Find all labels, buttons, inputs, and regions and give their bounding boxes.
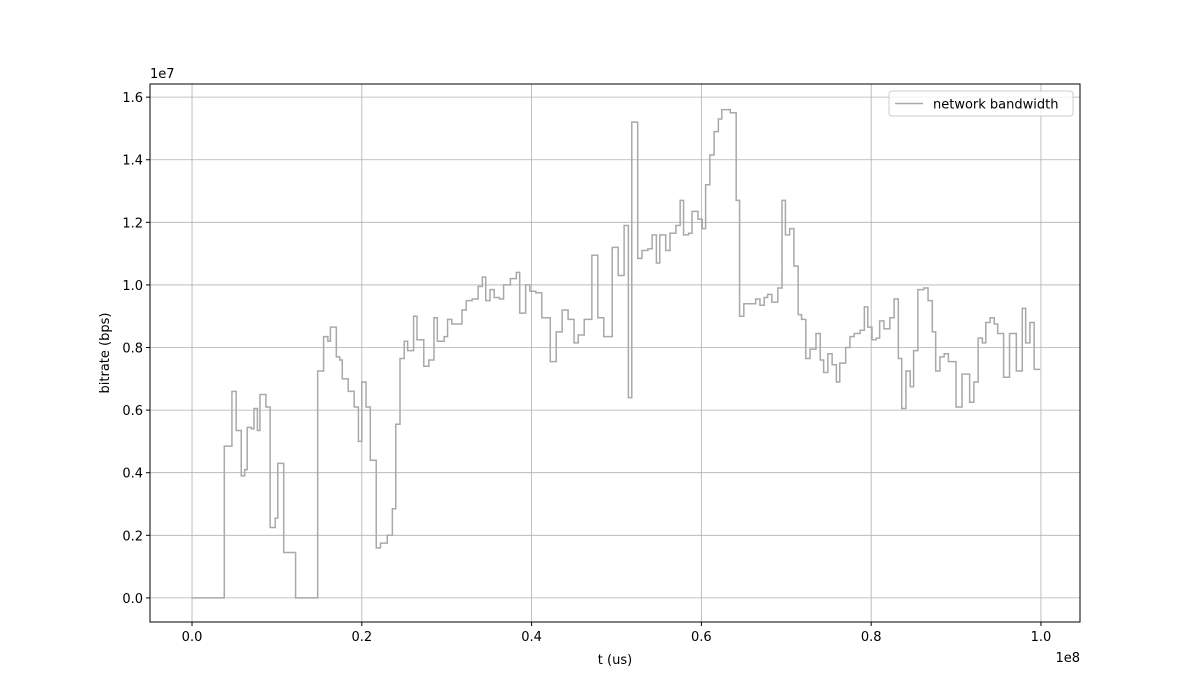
legend-label: network bandwidth <box>933 98 1058 113</box>
y-offset-label: 1e7 <box>150 67 175 82</box>
y-tick-label: 0.0 <box>122 592 143 607</box>
x-tick-label: 0.4 <box>521 630 542 645</box>
plot-frame <box>149 83 1081 623</box>
y-tick-label: 0.8 <box>122 342 143 357</box>
y-tick-label: 1.4 <box>122 154 143 169</box>
y-tick-label: 1.0 <box>122 279 143 294</box>
x-tick-label: 1.0 <box>1031 630 1052 645</box>
y-tick-label: 1.2 <box>122 216 143 231</box>
y-tick-label: 1.6 <box>122 91 143 106</box>
x-axis-label: t (us) <box>598 653 632 668</box>
legend-box <box>888 90 1074 117</box>
y-tick-label: 0.4 <box>122 467 143 482</box>
step-line <box>192 108 1041 599</box>
y-axis-label: bitrate (bps) <box>98 313 113 394</box>
x-offset-label: 1e8 <box>1055 651 1080 666</box>
y-tick-label: 0.2 <box>122 529 143 544</box>
x-tick-label: 0.6 <box>691 630 712 645</box>
x-tick-label: 0.0 <box>182 630 203 645</box>
x-tick-label: 0.2 <box>351 630 372 645</box>
legend: network bandwidth <box>888 90 1074 117</box>
x-tick-label: 0.8 <box>861 630 882 645</box>
y-tick-label: 0.6 <box>122 404 143 419</box>
